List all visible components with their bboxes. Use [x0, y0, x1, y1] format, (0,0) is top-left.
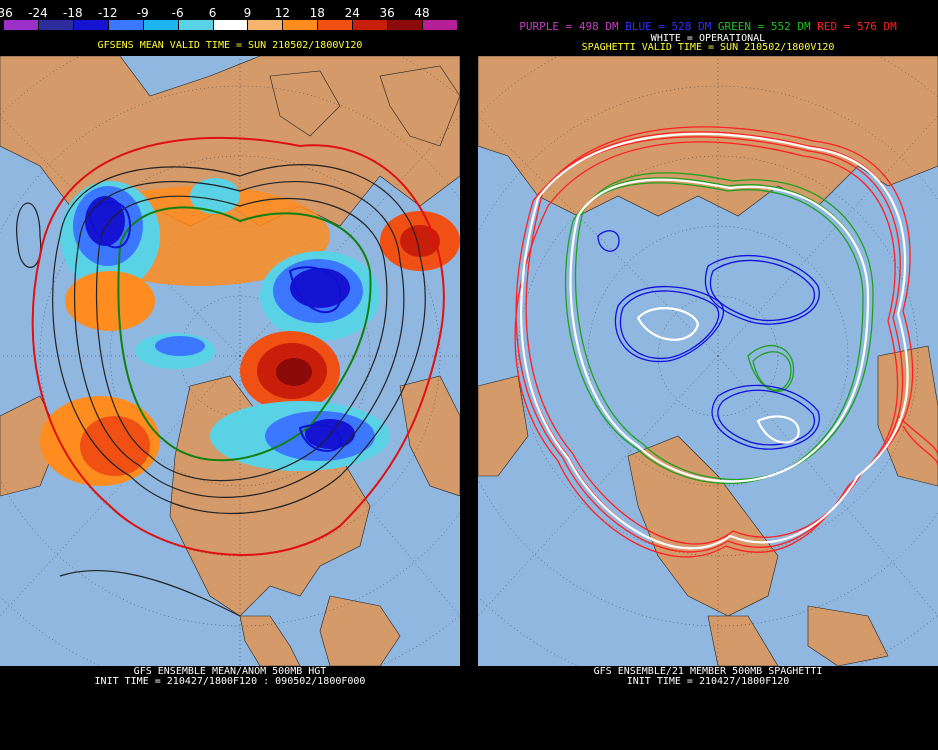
colorbar-label: -9 — [136, 6, 149, 20]
legend-purple: PURPLE = 498 DM — [519, 20, 619, 33]
colorbar-label: 9 — [243, 6, 252, 20]
spaghetti-map — [478, 56, 938, 666]
panel-divider — [460, 0, 478, 750]
left-footer-2: INIT TIME = 210427/1800F120 : 090502/180… — [94, 676, 366, 687]
legend-blue: BLUE = 528 DM — [625, 20, 712, 33]
spaghetti-panel: PURPLE = 498 DM BLUE = 528 DM GREEN = 55… — [478, 0, 938, 750]
key-contours — [31, 136, 445, 556]
colorbar-swatch — [282, 20, 318, 30]
colorbar-label: 18 — [309, 6, 325, 20]
colorbar-swatch — [72, 20, 108, 30]
colorbar-swatch — [352, 20, 388, 30]
colorbar-swatch — [212, 20, 248, 30]
colorbar-swatch — [3, 20, 38, 30]
ensemble-mean-map — [0, 56, 460, 666]
colorbar-label: 12 — [274, 6, 291, 20]
colorbar-label: 24 — [344, 6, 360, 20]
colorbar-label: 48 — [414, 6, 430, 20]
anomaly-shading — [40, 178, 460, 486]
blue-528-contours — [597, 230, 820, 450]
ensemble-mean-panel: -36 -24 -18 -12 -9 -6 6 9 12 18 24 36 48 GFSENS MEAN… — [0, 0, 460, 750]
colorbar-label: 6 — [208, 6, 217, 20]
colorbar-swatch — [37, 20, 73, 30]
right-title: SPAGHETTI VALID TIME = SUN 210502/1800V1… — [581, 42, 835, 53]
colorbar-labels: -36 -24 -18 -12 -9 -6 6 9 12 18 24 36 48 — [0, 6, 457, 20]
colorbar-label: -12 — [97, 6, 118, 20]
colorbar-swatch — [177, 20, 213, 30]
colorbar-swatch — [387, 20, 423, 30]
land-masses — [478, 56, 938, 666]
legend-red: RED = 576 DM — [817, 20, 897, 33]
left-footer-1: GFS ENSEMBLE MEAN/ANOM 500MB HGT — [133, 666, 327, 677]
grid-lines — [478, 56, 938, 666]
colorbar-swatch — [247, 20, 283, 30]
legend-green: GREEN = 552 DM — [717, 20, 811, 33]
colorbar-swatch — [142, 20, 178, 30]
colorbar-label: -18 — [63, 6, 83, 20]
right-footer-1: GFS ENSEMBLE/21 MEMBER 500MB SPAGHETTI — [593, 666, 823, 677]
operational-label: WHITE = OPERATIONAL — [650, 33, 766, 44]
colorbar-swatch — [317, 20, 353, 30]
operational-contours — [520, 132, 909, 550]
colorbar-label: -24 — [28, 6, 48, 20]
contour-legend: PURPLE = 498 DM BLUE = 528 DM GREEN = 55… — [478, 20, 938, 33]
height-contours — [16, 164, 426, 617]
colorbar-swatch — [422, 20, 457, 30]
colorbar-label: 36 — [379, 6, 395, 20]
anomaly-colorbar — [3, 20, 457, 30]
colorbar-label: -6 — [171, 6, 184, 20]
colorbar-swatch — [107, 20, 143, 30]
colorbar-label: -36 — [0, 6, 13, 20]
left-title: GFSENS MEAN VALID TIME = SUN 210502/1800… — [97, 40, 363, 51]
right-footer-2: INIT TIME = 210427/1800F120 — [626, 676, 790, 687]
